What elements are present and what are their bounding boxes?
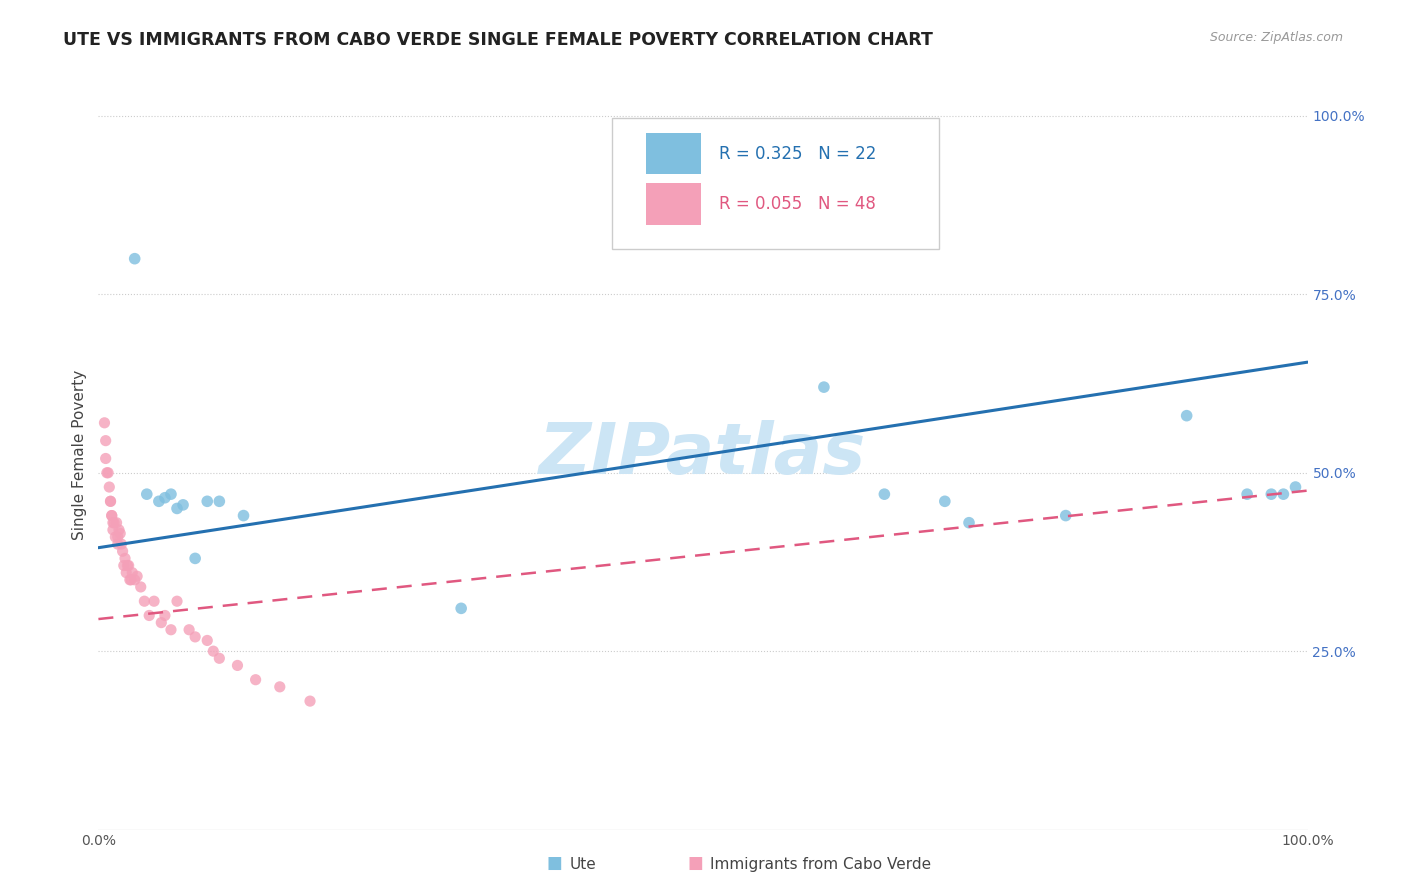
Point (957, 516, 980, 530)
FancyBboxPatch shape (647, 183, 700, 225)
Point (117, 558, 139, 573)
Point (172, 498, 194, 512)
Point (93, 416, 115, 430)
Text: R = 0.325   N = 22: R = 0.325 N = 22 (718, 145, 876, 162)
Point (127, 569, 149, 583)
Point (100, 494, 122, 508)
Point (100, 494, 122, 508)
Text: ■: ■ (547, 855, 562, 872)
Point (1272, 487, 1295, 501)
Point (118, 558, 141, 573)
Point (121, 566, 143, 580)
Point (299, 694, 322, 708)
Point (124, 252, 146, 266)
Point (115, 566, 138, 580)
Point (107, 537, 129, 551)
Point (97, 466, 120, 480)
Point (1260, 487, 1282, 501)
Point (118, 573, 141, 587)
Point (120, 573, 142, 587)
Point (208, 651, 231, 665)
Point (112, 558, 135, 573)
Point (135, 487, 157, 501)
Point (94, 451, 117, 466)
Point (96, 466, 118, 480)
Text: UTE VS IMMIGRANTS FROM CABO VERDE SINGLE FEMALE POVERTY CORRELATION CHART: UTE VS IMMIGRANTS FROM CABO VERDE SINGLE… (63, 31, 934, 49)
Point (104, 530, 127, 544)
Point (150, 615, 173, 630)
Text: Ute: Ute (569, 857, 596, 872)
Point (195, 494, 218, 508)
Point (129, 580, 152, 594)
Point (450, 601, 472, 615)
Point (124, 573, 146, 587)
Point (101, 523, 124, 537)
Text: ■: ■ (688, 855, 703, 872)
Point (1236, 487, 1258, 501)
Point (107, 530, 129, 544)
Point (166, 501, 188, 516)
Text: Source: ZipAtlas.com: Source: ZipAtlas.com (1209, 31, 1343, 45)
Point (111, 544, 134, 558)
Point (108, 523, 131, 537)
Point (100, 508, 122, 523)
Point (245, 673, 267, 687)
Point (166, 594, 188, 608)
Point (94, 434, 117, 448)
Point (160, 487, 183, 501)
Point (934, 494, 956, 508)
Point (1175, 409, 1198, 423)
Point (105, 516, 128, 530)
Point (269, 680, 291, 694)
Text: ZIPatlas: ZIPatlas (540, 420, 866, 490)
Point (208, 494, 231, 508)
Point (1054, 508, 1077, 523)
Y-axis label: Single Female Poverty: Single Female Poverty (72, 370, 87, 540)
Point (202, 644, 225, 658)
Point (148, 494, 170, 508)
Point (138, 608, 160, 623)
Point (232, 508, 254, 523)
Point (98, 480, 121, 494)
Point (110, 537, 132, 551)
Point (184, 551, 207, 566)
Point (153, 491, 176, 505)
Point (195, 633, 218, 648)
Point (160, 623, 183, 637)
Point (226, 658, 249, 673)
Point (108, 526, 131, 541)
Point (114, 551, 136, 566)
Point (134, 594, 156, 608)
Point (153, 608, 176, 623)
Point (143, 594, 166, 608)
Point (813, 380, 835, 394)
Point (873, 487, 896, 501)
Point (101, 516, 124, 530)
Point (100, 508, 122, 523)
FancyBboxPatch shape (613, 118, 939, 249)
Point (103, 516, 125, 530)
Point (184, 630, 207, 644)
Text: R = 0.055   N = 48: R = 0.055 N = 48 (718, 195, 876, 213)
Point (1284, 480, 1306, 494)
Point (179, 623, 201, 637)
Text: Immigrants from Cabo Verde: Immigrants from Cabo Verde (710, 857, 931, 872)
FancyBboxPatch shape (647, 133, 700, 174)
